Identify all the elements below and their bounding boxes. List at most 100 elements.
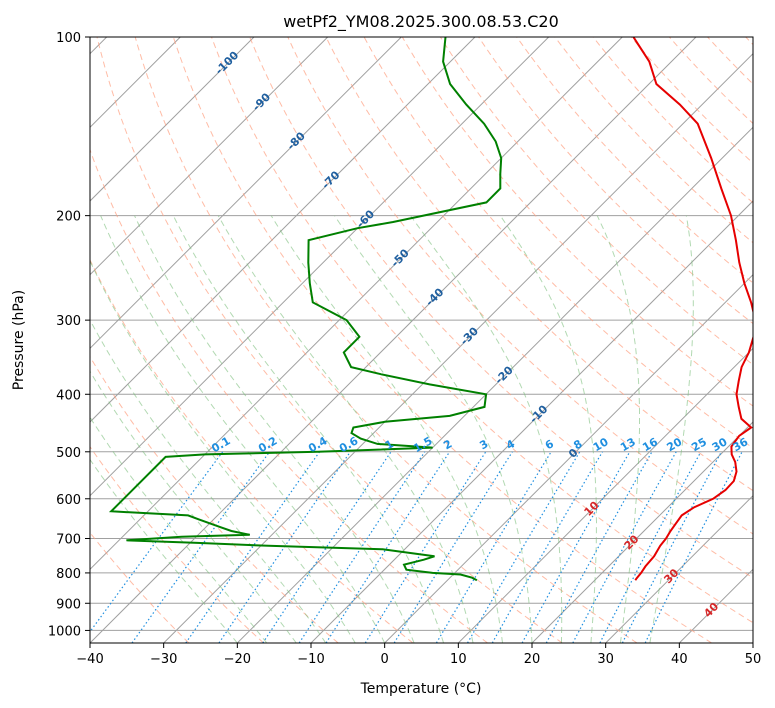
isotherm-line — [457, 347, 753, 643]
mixing-ratio-line — [545, 451, 653, 643]
mixing-ratio-line — [218, 451, 351, 643]
mixing-ratio-line — [572, 451, 677, 643]
x-axis: −40 −30 −20 −10 0 10 20 30 40 50 — [76, 643, 761, 667]
isotherm-label: -30 — [458, 324, 481, 347]
isotherm-line — [605, 494, 753, 643]
dry-adiabat-line — [211, 37, 753, 624]
y-tick-label: 800 — [56, 567, 81, 582]
y-tick-label: 300 — [56, 314, 81, 329]
y-tick-label: 200 — [56, 210, 81, 225]
mixing-ratio-label: 4 — [504, 437, 517, 452]
dry-adiabat-line — [554, 37, 753, 244]
dry-adiabat-line — [363, 37, 753, 449]
x-tick-label: 30 — [597, 652, 614, 667]
y-tick-label: 500 — [56, 446, 81, 461]
x-tick-label: −30 — [150, 652, 177, 667]
y-tick-label: 100 — [56, 31, 81, 46]
mixing-ratio-line — [364, 451, 487, 643]
isotherm-line — [90, 37, 255, 202]
moist-adiabat-line — [90, 458, 238, 643]
dry-adiabat-label: 20 — [622, 532, 642, 552]
dry-adiabat-line — [630, 37, 753, 164]
dry-adiabat-line — [707, 37, 753, 85]
isotherm-label: -20 — [492, 363, 515, 386]
dry-adiabat-line — [745, 37, 753, 46]
isotherm-line — [90, 37, 329, 276]
moist-adiabat-line — [90, 319, 327, 643]
dry-adiabat-line — [90, 258, 414, 643]
isotherm-line — [90, 37, 550, 497]
x-axis-title: Temperature (°C) — [360, 681, 482, 697]
isotherm-label: -80 — [285, 129, 308, 152]
dry-adiabat-line — [90, 531, 190, 643]
moist-adiabat-line — [649, 215, 694, 643]
moist-adiabat-line — [100, 215, 386, 643]
mixing-ratio-line — [393, 451, 513, 643]
moist-adiabat-line — [499, 215, 597, 643]
x-tick-label: −10 — [297, 652, 324, 667]
mixing-ratio-line — [185, 451, 321, 643]
y-axis-title: Pressure (hPa) — [11, 290, 27, 390]
x-tick-label: 40 — [671, 652, 688, 667]
isotherm-line — [752, 642, 753, 643]
x-tick-label: −20 — [224, 652, 251, 667]
series-lines — [108, 37, 753, 582]
moist-adiabat-line — [334, 215, 533, 643]
y-tick-label: 600 — [56, 493, 81, 508]
x-tick-label: 0 — [381, 652, 389, 667]
dry-adiabat-label: 30 — [661, 566, 681, 586]
isotherm-line — [310, 200, 753, 643]
x-tick-label: 10 — [450, 652, 467, 667]
y-tick-label: 400 — [56, 388, 81, 403]
moist-adiabat-line — [410, 215, 563, 643]
dry-adiabat-line — [669, 37, 753, 125]
y-tick-label: 700 — [56, 533, 81, 548]
mixing-ratio-line — [435, 451, 552, 643]
isotherm-label: -70 — [319, 168, 342, 191]
chart-title: wetPf2_YM08.2025.300.08.53.C20 — [283, 12, 559, 32]
isotherm-line — [531, 421, 753, 643]
plot-frame — [89, 36, 754, 644]
mixing-ratio-line — [90, 451, 224, 633]
isotherm-line — [90, 37, 623, 571]
isotherm-line — [384, 273, 753, 643]
background-lines — [90, 37, 753, 643]
mixing-ratio-line — [491, 451, 604, 643]
isotherm-line — [163, 52, 753, 643]
dewpoint-line — [108, 37, 503, 582]
isotherm-line — [236, 126, 753, 643]
mixing-ratio-line — [131, 451, 271, 643]
moist-adiabat-line — [134, 215, 415, 643]
dry-adiabat-line — [90, 355, 339, 643]
dry-adiabat-line — [249, 37, 753, 579]
isotherm-line — [678, 568, 753, 643]
isotherm-label: -40 — [423, 285, 446, 308]
temperature-line — [632, 37, 753, 581]
moist-adiabat-line — [596, 215, 640, 643]
mixing-ratio-label: 2 — [441, 437, 454, 452]
mixing-ratio-line — [325, 451, 451, 643]
isotherm-line — [90, 37, 697, 643]
y-tick-label: 1000 — [48, 624, 81, 639]
isotherm-line — [90, 37, 476, 423]
dry-adiabat-line — [439, 37, 753, 366]
dry-adiabat-line — [90, 445, 264, 643]
isotherm-label: -50 — [389, 246, 412, 269]
moist-adiabat-line — [172, 215, 445, 643]
dry-adiabat-line — [96, 37, 563, 643]
dry-adiabat-label: 10 — [582, 498, 602, 518]
dry-adiabat-line — [325, 37, 753, 492]
isotherm-label: -90 — [250, 90, 273, 113]
dry-adiabat-line — [478, 37, 753, 325]
mixing-ratio-line — [599, 451, 702, 643]
dry-adiabat-line — [90, 148, 488, 643]
x-tick-label: 50 — [745, 652, 762, 667]
isotherm-label: -100 — [213, 49, 242, 78]
moist-adiabat-line — [270, 215, 503, 643]
dry-adiabat-line — [592, 37, 753, 204]
y-axis: 100 200 300 400 500 600 700 800 900 1000 — [48, 31, 90, 639]
moist-adiabat-line — [90, 259, 356, 643]
y-tick-label: 900 — [56, 597, 81, 612]
moist-adiabat-line — [90, 416, 268, 643]
